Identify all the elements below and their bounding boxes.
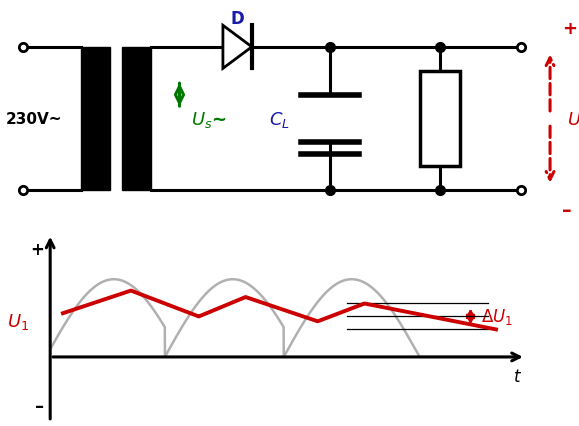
Polygon shape <box>223 26 252 69</box>
Bar <box>81 48 110 191</box>
Text: $C_L$: $C_L$ <box>269 109 290 129</box>
Text: 230V~: 230V~ <box>6 112 63 127</box>
Text: $U_1$: $U_1$ <box>7 311 29 331</box>
Text: $U_1$: $U_1$ <box>567 109 579 129</box>
Text: $U_s$~: $U_s$~ <box>191 109 226 129</box>
Text: +: + <box>30 241 44 259</box>
Text: $\Delta U_1$: $\Delta U_1$ <box>481 307 513 327</box>
Text: –: – <box>35 397 44 415</box>
Text: D: D <box>230 10 244 28</box>
Bar <box>122 48 151 191</box>
Text: –: – <box>562 200 571 219</box>
Text: +: + <box>562 20 577 38</box>
Text: t: t <box>514 367 521 385</box>
Bar <box>420 72 460 167</box>
